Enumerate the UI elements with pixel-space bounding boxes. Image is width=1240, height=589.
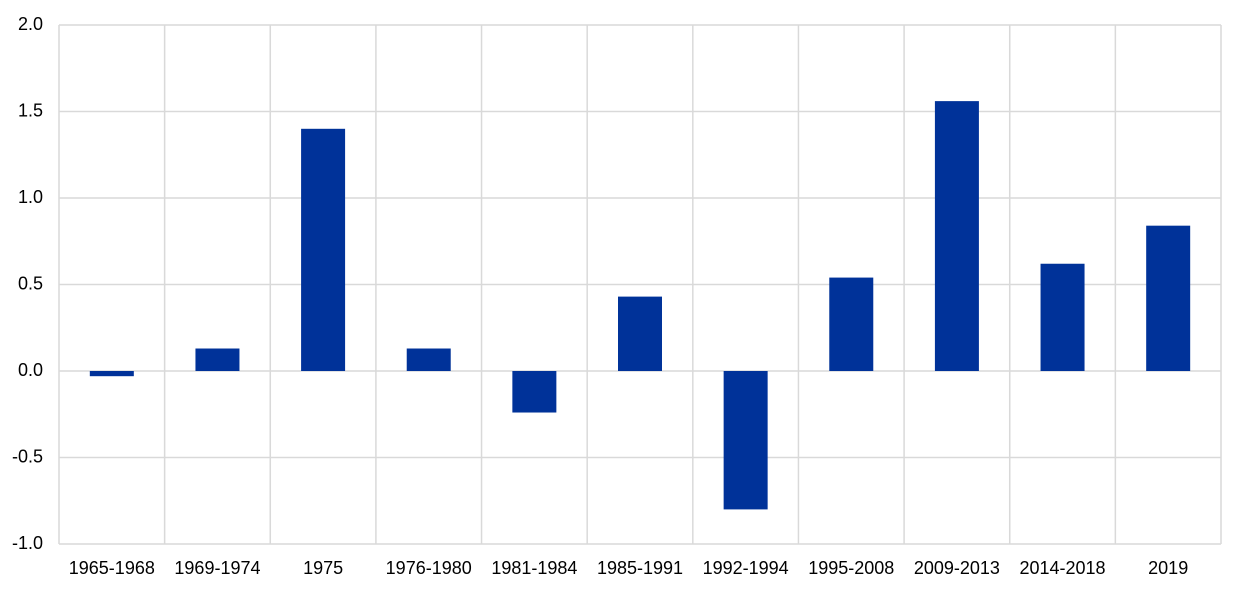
x-tick-label: 1995-2008	[808, 558, 894, 578]
bar	[1040, 263, 1085, 371]
y-tick-label: 0.0	[18, 360, 43, 380]
bar	[618, 296, 662, 371]
y-tick-label: -1.0	[12, 533, 43, 553]
bar	[301, 128, 346, 371]
bar	[1146, 225, 1191, 371]
bar	[406, 348, 451, 371]
bar	[195, 348, 240, 371]
x-tick-label: 1969-1974	[174, 558, 260, 578]
y-tick-label: -0.5	[12, 446, 43, 466]
x-tick-label: 1976-1980	[386, 558, 472, 578]
x-tick-label: 1981-1984	[491, 558, 577, 578]
bar	[89, 371, 134, 377]
bar	[934, 101, 979, 372]
x-tick-label: 1992-1994	[703, 558, 789, 578]
y-tick-label: 2.0	[18, 14, 43, 34]
x-tick-label: 2019	[1148, 558, 1188, 578]
y-tick-label: 0.5	[18, 273, 43, 293]
y-tick-label: 1.5	[18, 100, 43, 120]
x-tick-label: 1985-1991	[597, 558, 683, 578]
y-tick-label: 1.0	[18, 187, 43, 207]
bar	[512, 371, 557, 413]
x-tick-label: 1965-1968	[69, 558, 155, 578]
bar	[723, 371, 768, 510]
x-tick-label: 2014-2018	[1019, 558, 1105, 578]
bar	[829, 277, 874, 371]
x-tick-label: 1975	[303, 558, 343, 578]
x-tick-label: 2009-2013	[914, 558, 1000, 578]
